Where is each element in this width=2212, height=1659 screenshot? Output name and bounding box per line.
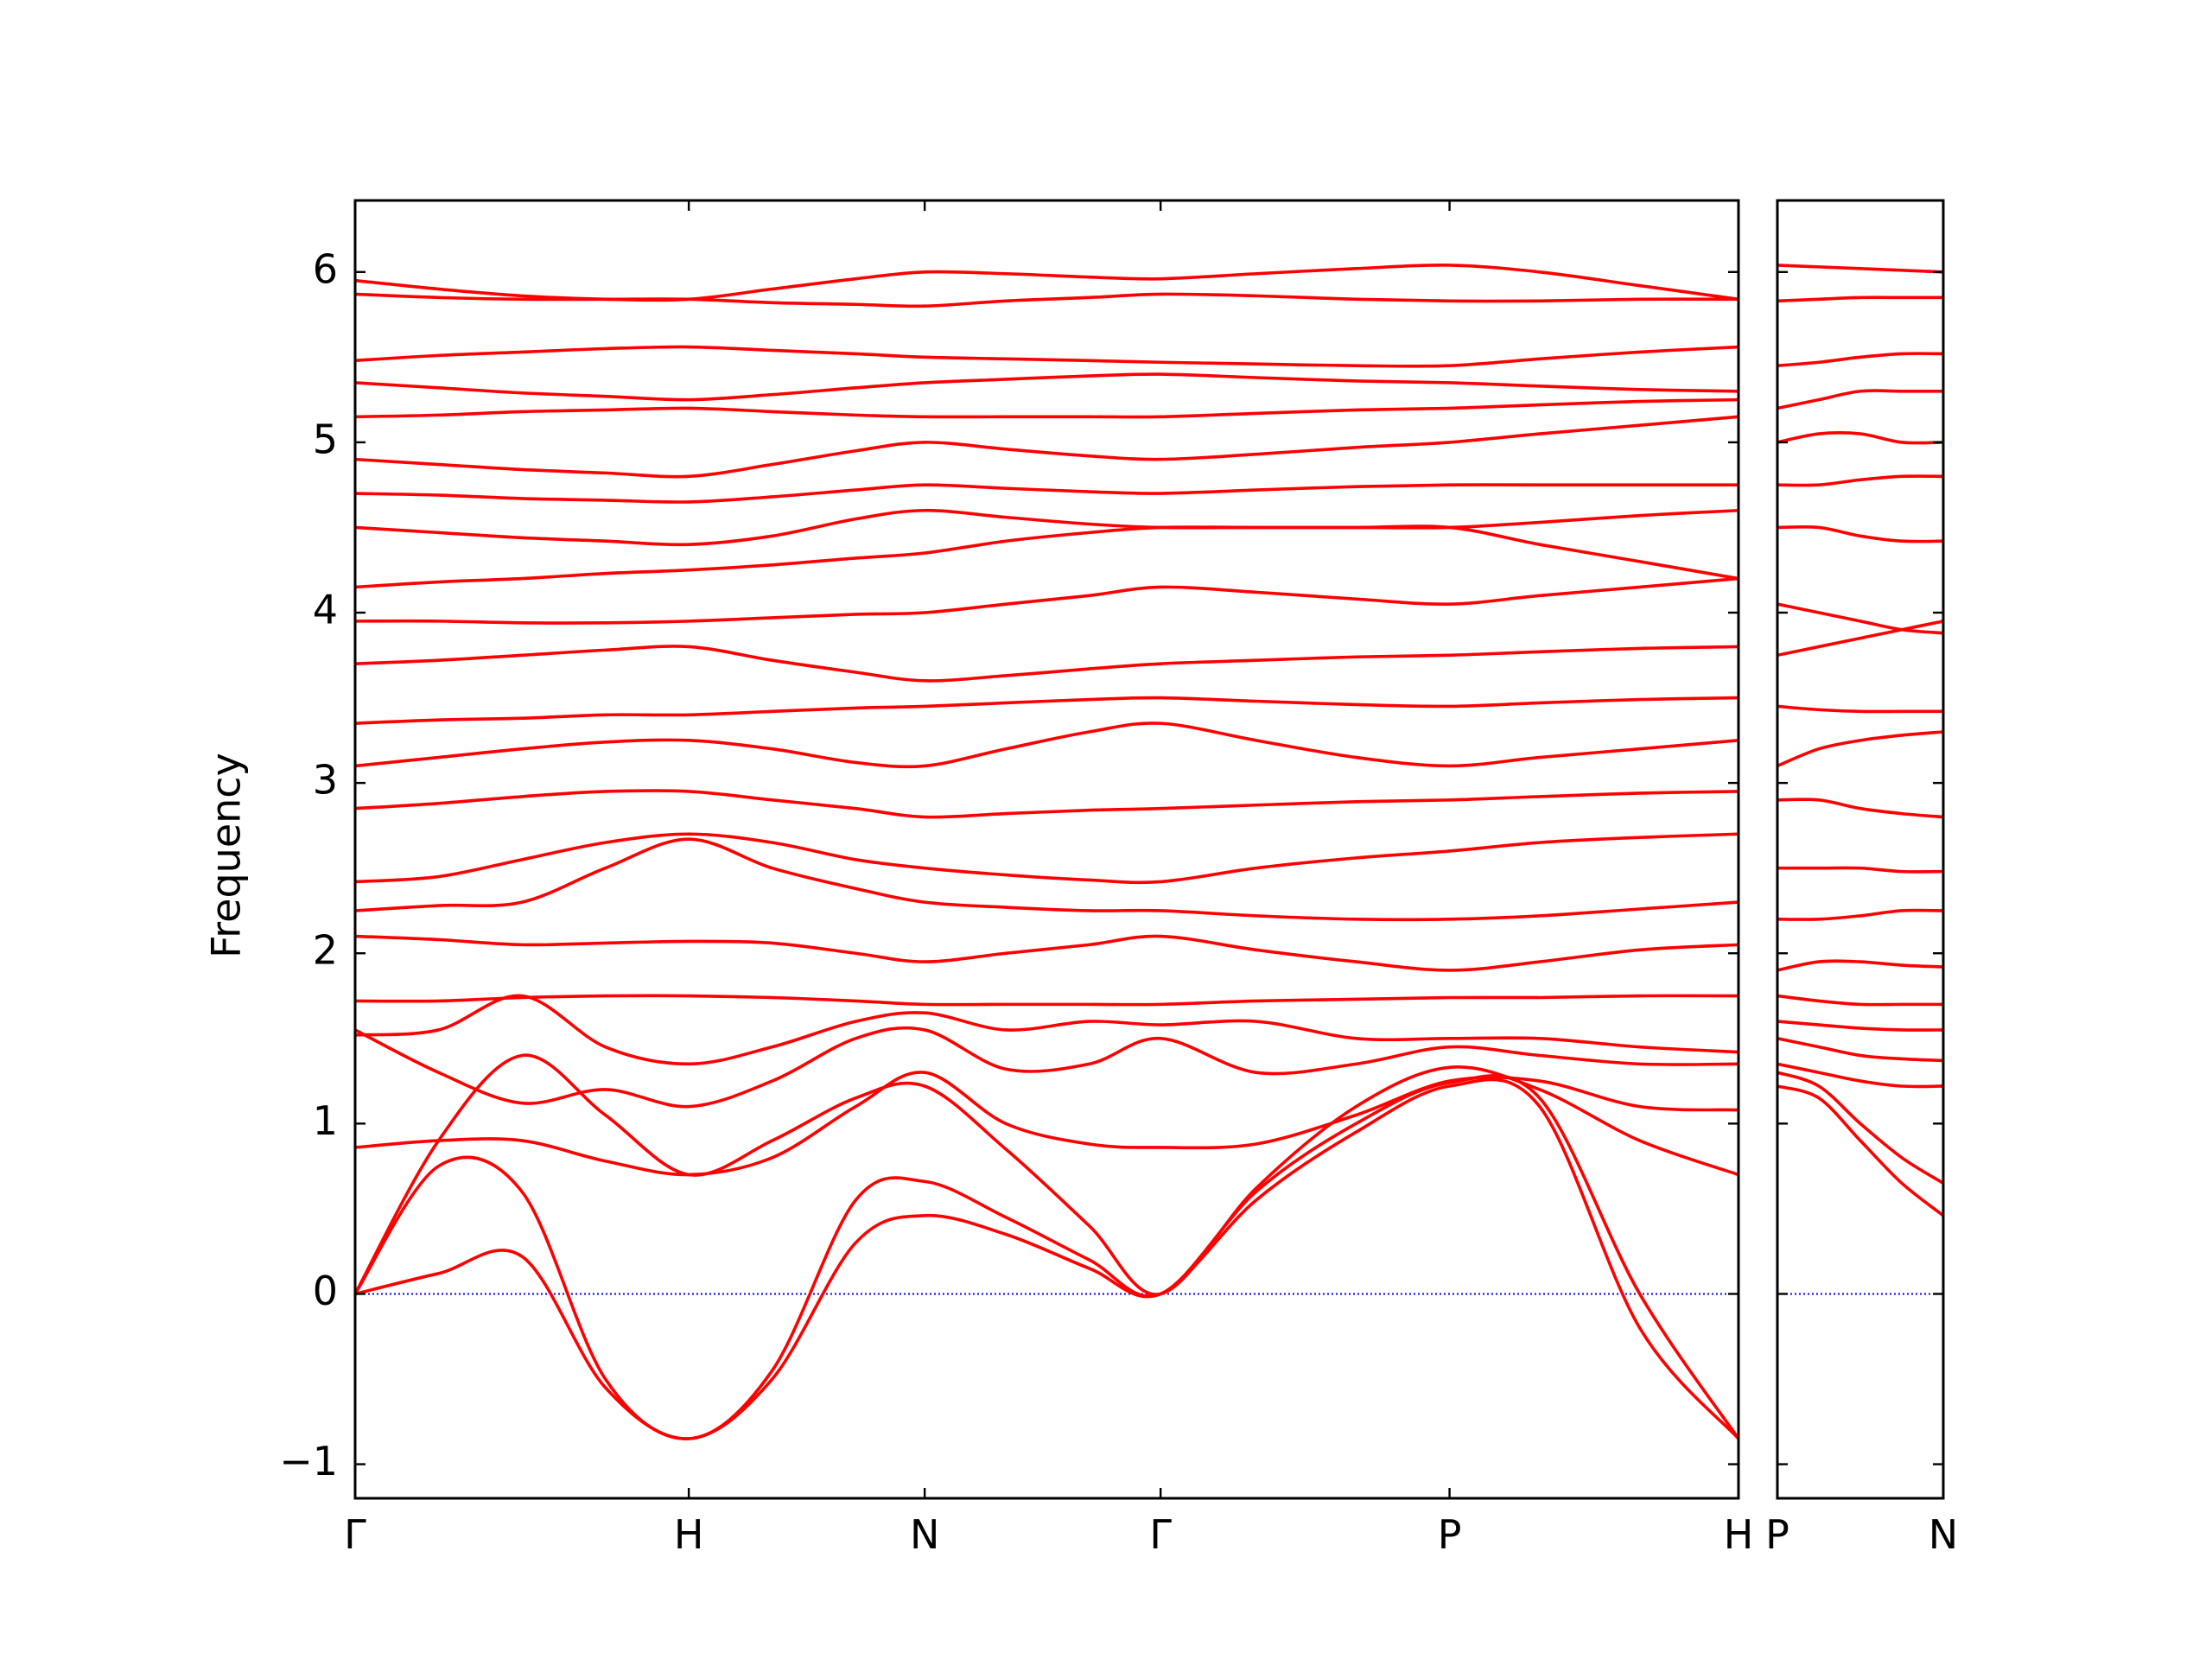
band-line bbox=[1777, 1071, 1943, 1185]
band-line bbox=[1777, 1020, 1943, 1032]
band-line bbox=[355, 832, 1738, 885]
band-line bbox=[355, 483, 1738, 504]
plot-frame bbox=[353, 199, 1740, 1500]
band-line bbox=[355, 1071, 1738, 1177]
band-line bbox=[1777, 908, 1943, 921]
band-line bbox=[1777, 389, 1943, 410]
y-tick-label: 4 bbox=[313, 587, 338, 633]
band-line bbox=[1777, 959, 1943, 972]
band-line bbox=[355, 508, 1738, 547]
band-line bbox=[355, 696, 1738, 725]
band-line bbox=[355, 934, 1738, 972]
band-line bbox=[1777, 730, 1943, 768]
y-tick-label: 5 bbox=[313, 416, 338, 462]
band-line bbox=[1777, 994, 1943, 1007]
band-line bbox=[355, 292, 1738, 308]
band-line bbox=[355, 1077, 1738, 1440]
band-line bbox=[1777, 798, 1943, 819]
x-tick-label: P bbox=[1438, 1511, 1462, 1558]
band-line bbox=[1777, 524, 1943, 543]
band-line bbox=[355, 645, 1738, 683]
band-line bbox=[1777, 352, 1943, 367]
x-tick-label: N bbox=[1929, 1511, 1958, 1558]
band-line bbox=[355, 1053, 1738, 1296]
band-line bbox=[355, 372, 1738, 402]
band-line bbox=[355, 994, 1738, 1066]
band-line bbox=[355, 345, 1738, 368]
x-tick-label: N bbox=[910, 1511, 939, 1558]
y-tick-label: 3 bbox=[313, 757, 338, 804]
band-line bbox=[1777, 1062, 1943, 1089]
x-tick-label: Γ bbox=[1149, 1511, 1172, 1558]
band-line bbox=[355, 1073, 1738, 1440]
band-line bbox=[1777, 866, 1943, 874]
band-line bbox=[1777, 431, 1943, 445]
band-line bbox=[355, 264, 1738, 302]
band-line bbox=[1777, 264, 1943, 274]
band-line bbox=[355, 1026, 1738, 1109]
y-tick-label: 6 bbox=[313, 245, 338, 292]
band-line bbox=[1777, 1037, 1943, 1063]
y-tick-label: 2 bbox=[313, 927, 338, 974]
y-tick-label: 0 bbox=[313, 1268, 338, 1314]
band-line bbox=[1777, 1084, 1943, 1217]
band-line bbox=[355, 397, 1738, 419]
band-line bbox=[355, 721, 1738, 769]
band-line bbox=[1777, 620, 1943, 658]
band-line bbox=[1777, 474, 1943, 487]
band-line bbox=[355, 837, 1738, 922]
band-line bbox=[1777, 296, 1943, 303]
band-line bbox=[355, 524, 1738, 589]
band-line bbox=[355, 415, 1738, 479]
y-axis-label: Frequency bbox=[203, 753, 250, 958]
band-line bbox=[355, 994, 1738, 1007]
band-line bbox=[355, 789, 1738, 819]
band-line bbox=[1777, 704, 1943, 714]
x-tick-label: H bbox=[674, 1511, 704, 1558]
band-line bbox=[355, 576, 1738, 625]
y-tick-label: 1 bbox=[313, 1097, 338, 1144]
plot-frame bbox=[1776, 199, 1945, 1500]
x-tick-label: H bbox=[1724, 1511, 1754, 1558]
x-tick-label: Γ bbox=[344, 1511, 366, 1558]
band-line bbox=[1777, 602, 1943, 635]
x-tick-label: P bbox=[1765, 1511, 1789, 1558]
y-tick-label: −1 bbox=[279, 1438, 338, 1484]
